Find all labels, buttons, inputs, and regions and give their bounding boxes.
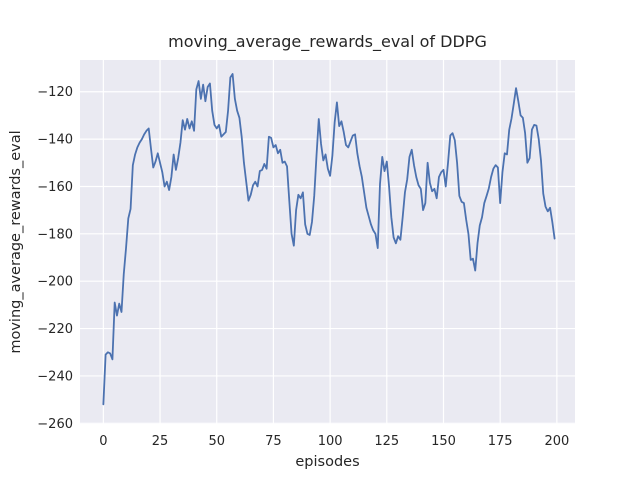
y-tick-label: −260 (37, 417, 73, 432)
data-line (102, 73, 556, 406)
y-tick-labels: −120 −140 −160 −180 −200 −220 −240 −260 (37, 85, 73, 432)
x-tick-label: 150 (431, 434, 456, 449)
x-tick-label: 25 (152, 434, 169, 449)
x-tick-label: 200 (544, 434, 569, 449)
y-tick-label: −140 (37, 133, 73, 148)
y-tick-label: −220 (37, 322, 73, 337)
y-tick-label: −160 (37, 180, 73, 195)
x-tick-label: 0 (99, 434, 107, 449)
plot-area (80, 60, 575, 424)
x-tick-label: 125 (374, 434, 399, 449)
gridlines (80, 60, 575, 424)
y-tick-label: −180 (37, 227, 73, 242)
x-tick-label: 50 (208, 434, 225, 449)
x-axis-label: episodes (295, 454, 359, 470)
x-tick-labels: 0 25 50 75 100 125 150 175 200 (99, 434, 569, 449)
y-tick-label: −200 (37, 275, 73, 290)
chart-title: moving_average_rewards_eval of DDPG (168, 32, 487, 52)
data-series (102, 73, 556, 406)
x-tick-label: 75 (265, 434, 282, 449)
x-tick-label: 100 (318, 434, 343, 449)
y-axis-label: moving_average_rewards_eval (8, 130, 24, 353)
x-tick-label: 175 (488, 434, 513, 449)
y-tick-label: −240 (37, 369, 73, 384)
y-tick-label: −120 (37, 85, 73, 100)
